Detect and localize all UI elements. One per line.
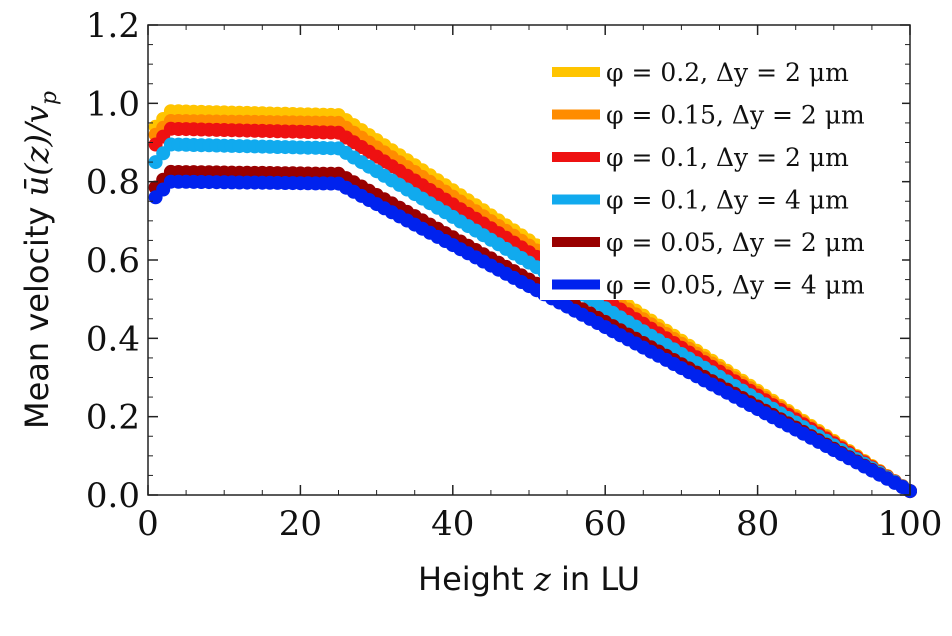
y-tick-label: 0.8 — [86, 163, 140, 203]
tick-labels: 0 20 40 60 80 100 0.0 0.2 0.4 0.6 0.8 1.0 1.2 — [86, 6, 943, 544]
y-axis-label: Mean velocity ū(z)/vp — [18, 91, 62, 429]
legend-item: φ = 0.1, Δy = 4 μm — [552, 186, 849, 215]
x-tick-label: 40 — [431, 504, 474, 544]
legend-item: φ = 0.1, Δy = 2 μm — [552, 143, 849, 172]
x-tick-label: 0 — [137, 504, 159, 544]
series-6 — [148, 174, 917, 499]
legend-background — [540, 50, 902, 300]
y-tick-label: 0.6 — [86, 241, 140, 281]
legend-item: φ = 0.15, Δy = 2 μm — [552, 101, 865, 130]
legend: φ = 0.2, Δy = 2 μm φ = 0.15, Δy = 2 μm φ =… — [540, 50, 902, 300]
x-tick-label: 100 — [878, 504, 943, 544]
y-tick-label: 1.0 — [86, 84, 140, 124]
x-tick-label: 20 — [279, 504, 322, 544]
y-tick-label: 0.4 — [86, 319, 140, 359]
legend-label: φ = 0.05, Δy = 2 μm — [606, 228, 865, 257]
legend-label: φ = 0.1, Δy = 2 μm — [606, 143, 849, 172]
x-tick-label: 60 — [584, 504, 627, 544]
legend-item: φ = 0.2, Δy = 2 μm — [552, 58, 849, 87]
legend-item: φ = 0.05, Δy = 4 μm — [552, 271, 865, 300]
y-tick-label: 0.0 — [86, 476, 140, 516]
legend-label: φ = 0.1, Δy = 4 μm — [606, 186, 849, 215]
legend-label: φ = 0.15, Δy = 2 μm — [606, 101, 865, 130]
axis-ticks — [147, 24, 911, 496]
legend-item: φ = 0.05, Δy = 2 μm — [552, 228, 865, 257]
x-axis-label: Height z in LU — [418, 560, 640, 598]
legend-label: φ = 0.2, Δy = 2 μm — [606, 58, 849, 87]
x-tick-label: 80 — [736, 504, 779, 544]
y-tick-label: 0.2 — [86, 398, 140, 438]
legend-label: φ = 0.05, Δy = 4 μm — [606, 271, 865, 300]
y-tick-label: 1.2 — [86, 6, 140, 46]
